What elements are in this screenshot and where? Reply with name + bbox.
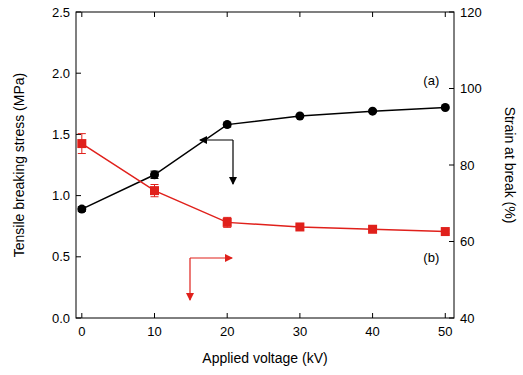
chart: 0 10 20 30 40 50 0.0 0.5 1.0 1.5 2.0 2.5 40 60 80 100 12… [0,0,523,375]
error-bar [78,134,86,154]
y2-tick [449,241,454,242]
y2-tick [449,165,454,166]
x-tick [81,12,82,17]
x-tick-label: 50 [438,324,452,339]
y-tick-label: 0.0 [52,311,70,326]
y-tick [76,195,81,196]
error-cap [151,196,159,197]
axis-arrow [189,258,190,300]
y-tick [76,73,81,74]
y-tick-label: 0.5 [52,249,70,264]
y2-tick-label: 100 [460,81,482,96]
series-label: (a) [423,73,439,88]
axis-arrow [232,140,233,184]
x-tick [81,313,82,318]
y2-tick [449,318,454,319]
y-tick-label: 1.0 [52,188,70,203]
error-cap [223,227,231,228]
y2-tick [449,88,454,89]
y-tick [76,256,81,257]
x-tick [372,12,373,17]
x-tick [372,313,373,318]
y2-tick-label: 120 [460,5,482,20]
x-axis-title: Applied voltage (kV) [202,350,327,366]
data-point [223,218,232,227]
x-tick-label: 40 [365,324,379,339]
x-tick [154,313,155,318]
series-line [82,107,445,209]
x-tick [154,12,155,17]
y-tick [76,12,81,13]
x-tick-label: 0 [78,324,85,339]
data-point [441,227,450,236]
error-cap [78,133,86,134]
data-point [150,186,159,195]
error-cap [223,217,231,218]
error-cap [78,153,86,154]
error-bar [151,185,159,197]
data-point [77,205,86,214]
y-tick-label: 1.5 [52,127,70,142]
plot-frame [76,12,454,318]
x-tick [445,12,446,17]
y2-tick [449,12,454,13]
data-point [223,120,232,129]
y2-tick-label: 40 [460,311,474,326]
x-tick [445,313,446,318]
y2-tick-label: 80 [460,158,474,173]
x-tick [227,313,228,318]
y-tick [76,318,81,319]
x-tick [299,12,300,17]
y-tick-label: 2.5 [52,5,70,20]
x-tick [299,313,300,318]
data-point [77,139,86,148]
plot-data [77,103,449,236]
x-tick-label: 30 [293,324,307,339]
x-tick-label: 20 [220,324,234,339]
x-tick-label: 10 [147,324,161,339]
y-axis-title: Tensile breaking stress (MPa) [11,73,27,257]
error-cap [151,184,159,185]
data-point [295,222,304,231]
data-point [295,112,304,121]
axis-arrow [190,257,232,258]
data-point [368,225,377,234]
error-bar [151,171,159,178]
series-line [82,144,445,232]
axis-arrow [200,139,233,140]
data-point [150,170,159,179]
x-tick [227,12,228,17]
data-point [368,107,377,116]
data-point [441,103,450,112]
y2-axis-title: Strain at break (%) [502,107,518,224]
y-tick-label: 2.0 [52,66,70,81]
y2-tick-label: 60 [460,234,474,249]
series-label: (b) [423,250,439,265]
error-bar [223,217,231,227]
